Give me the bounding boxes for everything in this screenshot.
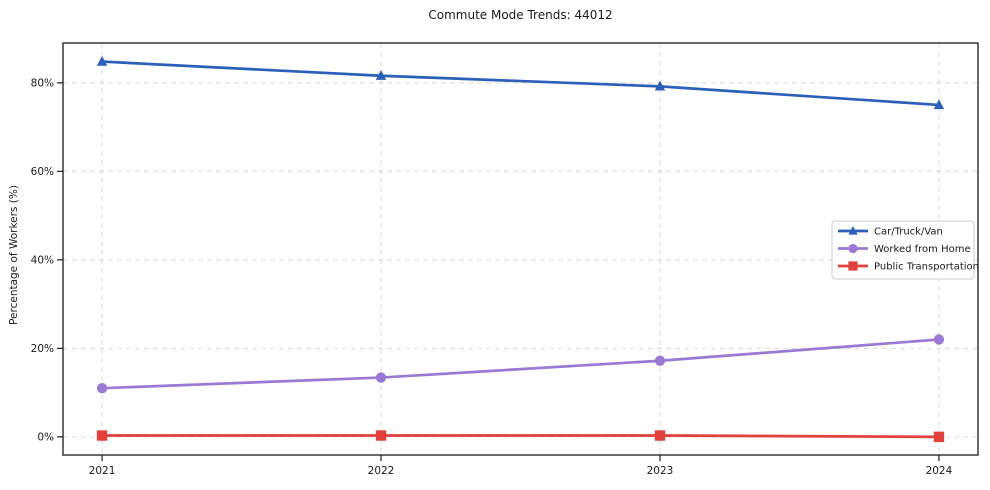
data-point-car-truck-van-2022	[375, 70, 387, 80]
x-tick-label: 2022	[368, 465, 395, 477]
data-point-worked-from-home-2021	[96, 382, 108, 394]
legend-marker-car-truck-van	[848, 225, 858, 235]
legend-marker-worked-from-home	[848, 243, 858, 254]
legend-item-car-truck-van: Car/Truck/Van	[838, 225, 943, 238]
series-line-car-truck-van	[100, 60, 941, 107]
legend-item-worked-from-home: Worked from Home	[838, 243, 971, 255]
x-tick-label: 2024	[926, 465, 953, 477]
legend-item-public-transportation: Public Transportation	[838, 261, 979, 273]
plot-border	[62, 42, 979, 456]
x-tick-label: 2023	[647, 465, 674, 477]
data-point-public-transportation-2022	[375, 430, 387, 441]
series-public-transportation	[96, 430, 945, 443]
y-tick-label: 80%	[31, 77, 54, 89]
legend-marker-public-transportation	[848, 261, 858, 271]
y-tick-label: 40%	[31, 254, 54, 266]
data-point-public-transportation-2021	[96, 430, 108, 441]
series-car-truck-van	[96, 55, 945, 110]
data-point-public-transportation-2024	[933, 431, 945, 443]
data-point-car-truck-van-2024	[933, 99, 945, 110]
legend-label-worked-from-home: Worked from Home	[874, 244, 971, 255]
y-tick-label: 60%	[31, 166, 54, 178]
series-line-worked-from-home	[100, 338, 941, 390]
data-point-worked-from-home-2024	[933, 334, 945, 345]
legend-box	[831, 220, 975, 280]
data-point-car-truck-van-2023	[654, 80, 666, 91]
data-point-car-truck-van-2021	[96, 55, 108, 66]
data-point-worked-from-home-2022	[375, 372, 387, 383]
chart-title: Commute Mode Trends: 44012	[428, 8, 613, 22]
series-worked-from-home	[96, 334, 945, 394]
y-tick-label: 20%	[31, 343, 54, 355]
legend: Car/Truck/Van Worked from Home Public Tran…	[831, 220, 979, 280]
data-point-worked-from-home-2023	[654, 355, 666, 366]
y-tick-label: 0%	[37, 431, 54, 443]
series-line-public-transportation	[100, 434, 941, 439]
legend-label-car-truck-van: Car/Truck/Van	[874, 227, 943, 238]
legend-label-public-transportation: Public Transportation	[874, 262, 979, 273]
x-tick-label: 2021	[89, 465, 116, 477]
data-point-public-transportation-2023	[654, 430, 666, 441]
